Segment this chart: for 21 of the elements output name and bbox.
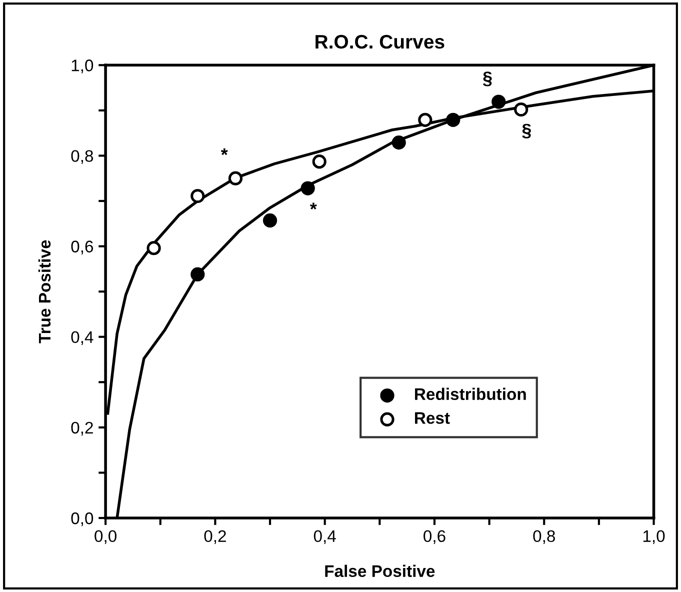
y-tick-label: 0,6 [71, 240, 94, 254]
x-tick-label: 0,6 [424, 530, 446, 544]
x-tick-label: 0,0 [94, 530, 116, 544]
y-tick-label: 0,2 [71, 422, 93, 436]
x-tick-label: 0,2 [204, 530, 226, 544]
y-tick-label: 0,8 [71, 150, 94, 164]
annotation: * [310, 202, 317, 210]
x-tick-label: 1,0 [643, 530, 665, 544]
x-tick-label: 0,4 [314, 530, 336, 544]
annotation: § [522, 124, 531, 138]
chart-title: R.O.C. Curves [316, 34, 444, 49]
x-axis-title: False Positive [325, 564, 435, 578]
annotation: * [220, 148, 228, 156]
y-axis-title: True Positive [38, 240, 51, 344]
y-tick-label: 0,4 [71, 331, 94, 346]
legend-label: Rest [415, 412, 450, 424]
legend-label: Redistribution [415, 388, 526, 400]
annotation: § [482, 72, 492, 86]
x-tick-label: 0,8 [533, 530, 555, 544]
y-tick-label: 1,0 [72, 60, 94, 74]
y-tick-label: 0,0 [71, 512, 94, 526]
